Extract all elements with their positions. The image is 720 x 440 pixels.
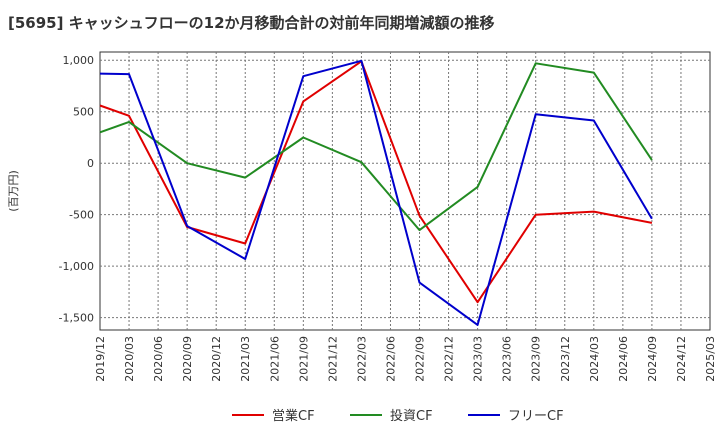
- x-tick-label: 2022/03: [355, 336, 368, 382]
- legend: 営業CF 投資CF フリーCF: [232, 408, 564, 424]
- x-tick-label: 2021/03: [239, 336, 252, 382]
- legend-label: 投資CF: [390, 408, 433, 424]
- chart-title: [5695] キャッシュフローの12か月移動合計の対前年同期増減額の推移: [8, 14, 495, 32]
- series-line: [99, 62, 653, 232]
- y-tick-label: -500: [69, 209, 94, 222]
- x-tick-label: 2023/09: [530, 336, 543, 382]
- series-line: [99, 59, 653, 326]
- x-tick-label: 2019/12: [94, 336, 107, 382]
- x-tick-label: 2023/03: [472, 336, 485, 382]
- x-tick-label: 2022/06: [384, 336, 397, 382]
- x-tick-label: 2020/06: [152, 336, 165, 382]
- y-tick-label: 0: [87, 157, 94, 170]
- y-axis-label: (百万円): [7, 170, 20, 212]
- y-tick-label: 500: [73, 106, 94, 119]
- x-tick-label: 2021/06: [268, 336, 281, 382]
- x-tick-label: 2023/06: [501, 336, 514, 382]
- y-tick-label: 1,000: [63, 54, 95, 67]
- x-tick-label: 2021/12: [326, 336, 339, 382]
- x-tick-label: 2022/12: [443, 336, 456, 382]
- series-lines: [99, 59, 653, 326]
- x-tick-label: 2020/09: [181, 336, 194, 382]
- x-tick-label: 2020/03: [123, 336, 136, 382]
- x-tick-label: 2024/09: [646, 336, 659, 382]
- x-tick-label: 2022/09: [414, 336, 427, 382]
- x-tick-label: 2021/09: [297, 336, 310, 382]
- x-tick-label: 2020/12: [210, 336, 223, 382]
- y-tick-labels: 1,000 500 0 -500 -1,000 -1,500: [59, 54, 94, 324]
- y-tick-label: -1,000: [59, 260, 94, 273]
- x-tick-label: 2024/03: [588, 336, 601, 382]
- x-tick-label: 2025/03: [704, 336, 717, 382]
- plot-area: [99, 51, 711, 331]
- x-tick-label: 2024/12: [675, 336, 688, 382]
- x-tick-labels: 2019/12 2020/03 2020/06 2020/09 2020/12 2021/…: [94, 336, 717, 382]
- x-tick-label: 2023/12: [559, 336, 572, 382]
- y-tick-label: -1,500: [59, 312, 94, 325]
- x-tick-label: 2024/06: [617, 336, 630, 382]
- legend-label: 営業CF: [272, 408, 315, 424]
- legend-label: フリーCF: [508, 409, 564, 424]
